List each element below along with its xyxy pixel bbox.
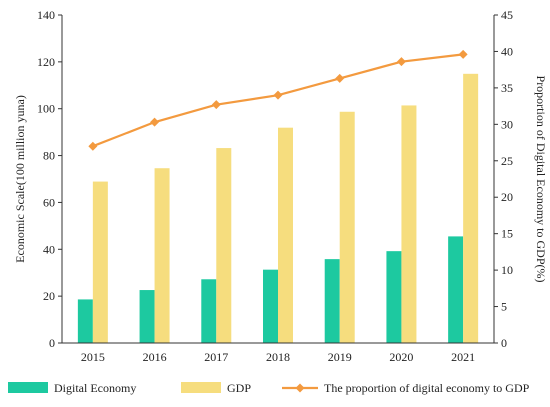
digital-economy-bar-2017 (201, 279, 217, 343)
proportion-point-2021 (458, 49, 468, 59)
gdp-bar-2020 (401, 105, 417, 344)
left-y-tick-label: 140 (37, 8, 55, 22)
legend-label-proportion: The proportion of digital economy to GDP (324, 381, 530, 395)
x-tick-label: 2016 (143, 350, 167, 364)
legend-swatch-gdp (181, 382, 221, 393)
x-tick-label: 2018 (266, 350, 290, 364)
proportion-point-2019 (335, 73, 345, 83)
right-y-tick-label: 40 (501, 44, 513, 58)
x-tick-label: 2021 (451, 350, 475, 364)
right-y-tick-label: 15 (501, 227, 513, 241)
x-tick-label: 2020 (389, 350, 413, 364)
proportion-point-2017 (211, 100, 221, 110)
digital-economy-bar-2019 (324, 259, 340, 343)
digital-economy-bar-2020 (386, 251, 402, 343)
gdp-bar-2018 (278, 127, 293, 343)
left-y-tick-label: 0 (49, 336, 55, 350)
right-y-tick-label: 0 (501, 336, 507, 350)
right-y-tick-label: 20 (501, 190, 513, 204)
left-y-tick-label: 120 (37, 55, 55, 69)
right-y-tick-label: 25 (501, 154, 513, 168)
digital-economy-bar-2016 (139, 290, 155, 343)
right-y-tick-label: 35 (501, 81, 513, 95)
right-y-tick-label: 30 (501, 117, 513, 131)
proportion-point-2020 (396, 57, 406, 67)
gdp-bar-2021 (463, 73, 479, 343)
x-tick-label: 2017 (204, 350, 228, 364)
legend-swatch-proportion-marker (295, 383, 305, 393)
left-y-tick-label: 100 (37, 102, 55, 116)
left-y-tick-label: 60 (43, 195, 55, 209)
legend-label-gdp: GDP (227, 381, 251, 395)
gdp-bar-2015 (92, 181, 108, 343)
left-y-tick-label: 40 (43, 242, 55, 256)
digital-economy-bar-2021 (448, 236, 464, 343)
proportion-point-2018 (273, 90, 283, 100)
left-y-axis-title: Economic Scale(100 million yuna) (13, 95, 27, 263)
gdp-bar-2019 (339, 111, 355, 343)
digital-economy-bar-2018 (263, 269, 278, 343)
proportion-point-2015 (88, 141, 98, 151)
x-tick-label: 2015 (81, 350, 105, 364)
right-y-tick-label: 10 (501, 263, 513, 277)
left-y-tick-label: 20 (43, 289, 55, 303)
right-y-tick-label: 5 (501, 300, 507, 314)
legend-label-digital-economy: Digital Economy (54, 381, 136, 395)
proportion-point-2016 (150, 117, 160, 127)
right-y-axis-title: Proportion of Digital Economy to GDP(%) (534, 76, 548, 283)
x-tick-label: 2019 (328, 350, 352, 364)
gdp-bar-2016 (154, 168, 170, 343)
right-y-tick-label: 45 (501, 8, 513, 22)
gdp-bar-2017 (216, 148, 232, 343)
left-y-tick-label: 80 (43, 149, 55, 163)
legend-swatch-digital-economy (8, 382, 48, 393)
digital-economy-bar-2015 (77, 299, 93, 343)
